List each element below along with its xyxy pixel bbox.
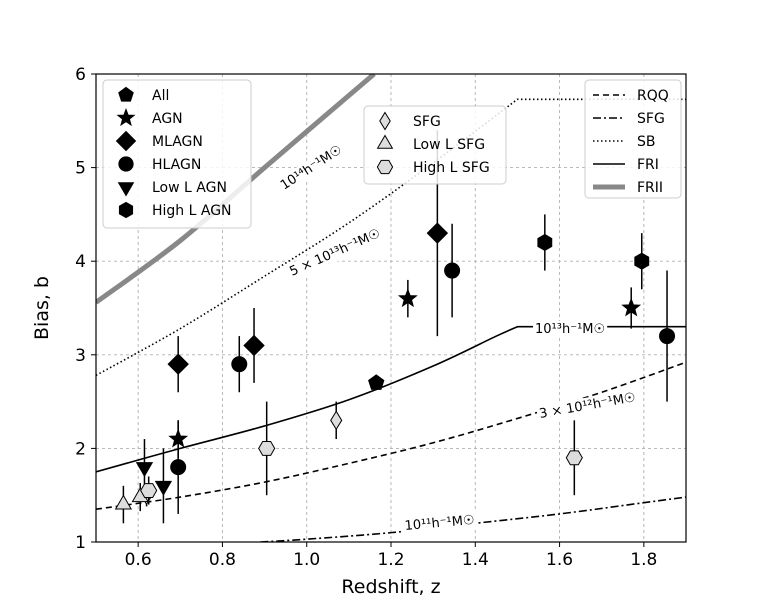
marker-hexagon-open <box>376 159 394 175</box>
legend-entry-label: HLAGN <box>152 157 201 173</box>
legend-entry-label: SFG <box>637 111 665 127</box>
marker-circle <box>231 356 248 373</box>
marker-hexagon-open <box>258 440 276 456</box>
y-tick-label: 6 <box>75 65 86 85</box>
legend-entry-label: Low L AGN <box>152 180 227 196</box>
legend-models: RQQ SFG SB FRI FRII <box>584 79 682 199</box>
curve-label-sfg: 10¹¹h⁻¹M☉ <box>404 513 475 534</box>
y-axis-label: Bias, b <box>31 276 53 340</box>
legend-sfg: SFG Low L SFG High L SFG <box>363 105 507 185</box>
marker-triangle-up <box>376 134 394 149</box>
y-tick-label: 2 <box>75 439 86 459</box>
marker-hexagon-open <box>565 450 583 466</box>
marker-hexagon-open <box>140 483 158 498</box>
marker-thin-diamond <box>330 410 343 431</box>
x-axis-label: Redshift, z <box>341 576 440 598</box>
marker-star <box>621 297 642 317</box>
curve-label-bg <box>285 224 386 282</box>
marker-diamond <box>167 353 189 375</box>
marker-triangle-down <box>135 462 154 478</box>
marker-pentagon <box>118 86 134 102</box>
y-tick-label: 3 <box>75 346 86 366</box>
marker-circle <box>118 156 134 172</box>
curve-label-rqq: 3 × 10¹²h⁻¹M☉ <box>538 390 637 422</box>
y-tick-label: 4 <box>75 252 86 272</box>
legend-entry-label: High L SFG <box>413 160 490 176</box>
x-tick-label: 1.6 <box>546 550 573 570</box>
legend-entry-label: MLAGN <box>152 134 203 150</box>
marker-star <box>397 288 418 308</box>
marker-pentagon <box>368 374 385 390</box>
marker-star <box>116 108 136 127</box>
curve-fri <box>96 325 686 473</box>
marker-hexagon <box>634 252 650 270</box>
legend-entry-label: SB <box>637 134 656 150</box>
x-tick-label: 1.8 <box>630 550 657 570</box>
legend-entry-label: All <box>152 88 169 104</box>
legend-frame <box>584 79 682 199</box>
legend-entry-label: SFG <box>413 114 441 130</box>
legend-entry-label: High L AGN <box>152 203 232 219</box>
curve-frii <box>96 74 376 305</box>
curve-labels: 10¹⁴h⁻¹M☉5 × 10¹³h⁻¹M☉10¹³h⁻¹M☉3 × 10¹²h… <box>275 140 639 536</box>
marker-diamond <box>426 222 449 244</box>
curve-label-bg <box>533 321 608 338</box>
marker-circle <box>170 459 187 476</box>
y-tick-label: 1 <box>75 533 86 553</box>
marker-circle <box>444 262 461 279</box>
marker-hexagon <box>118 201 134 219</box>
legend-agn: All AGN MLAGN HLAGN Low L AGN High L AGN <box>102 79 252 229</box>
marker-circle <box>659 328 676 345</box>
legend-entry-label: RQQ <box>637 88 669 104</box>
x-tick-label: 1.0 <box>293 550 320 570</box>
curve-label-bg <box>535 388 639 424</box>
marker-diamond <box>115 130 137 152</box>
y-tick-label: 5 <box>75 159 86 179</box>
marker-triangle-up <box>114 494 133 510</box>
x-tick-label: 1.4 <box>462 550 489 570</box>
x-tick-label: 1.2 <box>377 550 404 570</box>
x-tick-label: 0.6 <box>125 550 152 570</box>
marker-hexagon <box>537 233 553 252</box>
legend-entry-label: FRI <box>637 157 659 173</box>
x-tick-label: 0.8 <box>209 550 236 570</box>
curve-label-bg <box>401 511 478 536</box>
legend-entry-label: AGN <box>152 111 183 127</box>
marker-triangle-down <box>117 182 135 197</box>
curve-rqq <box>96 361 686 511</box>
legend-entry-label: FRII <box>637 180 663 196</box>
marker-triangle-down <box>154 480 173 496</box>
data-points <box>114 130 676 524</box>
legend-entry-label: Low L SFG <box>413 137 485 153</box>
legend-frame <box>363 105 507 185</box>
curve-label-fri: 10¹³h⁻¹M☉ <box>535 322 605 337</box>
legend-frame <box>102 79 252 229</box>
axis-ticks: 0.6 0.8 1.0 1.2 1.4 1.6 1.8 1 2 3 4 5 6 <box>75 65 657 570</box>
curve-label-sb: 5 × 10¹³h⁻¹M☉ <box>288 226 383 279</box>
marker-thin-diamond <box>379 111 391 131</box>
marker-diamond <box>243 334 265 357</box>
curve-label-bg <box>275 140 348 196</box>
